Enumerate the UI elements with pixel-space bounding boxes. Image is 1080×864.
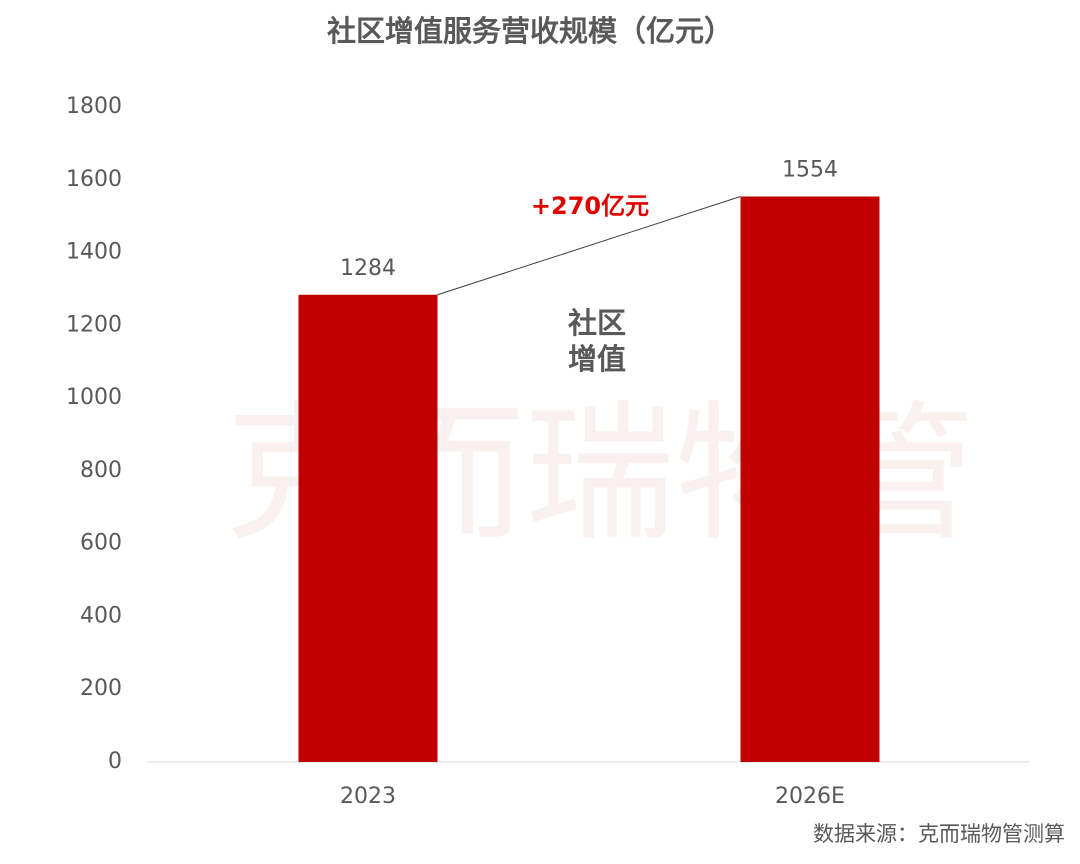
segment-label: 社区 (568, 306, 626, 340)
y-tick-label: 1800 (66, 94, 122, 119)
y-tick-label: 1000 (66, 385, 122, 410)
y-tick-label: 0 (108, 749, 122, 774)
bar (740, 196, 880, 762)
chart-title: 社区增值服务营收规模（亿元） (327, 14, 733, 48)
x-tick-label: 2023 (340, 784, 396, 809)
y-tick-label: 600 (80, 531, 122, 556)
value-label: 1284 (340, 256, 396, 281)
y-tick-label: 800 (80, 458, 122, 483)
value-label: 1554 (782, 158, 838, 183)
segment-label: 增值 (568, 342, 626, 376)
x-tick-label: 2026E (775, 784, 845, 809)
y-tick-label: 1600 (66, 167, 122, 192)
source-note: 数据来源：克而瑞物管测算 (813, 822, 1065, 846)
y-tick-label: 200 (80, 676, 122, 701)
y-tick-label: 1200 (66, 312, 122, 337)
bar (298, 294, 438, 762)
connector-line (437, 196, 741, 296)
y-tick-label: 1400 (66, 240, 122, 265)
growth-annotation: +270亿元 (531, 192, 649, 220)
y-tick-label: 400 (80, 603, 122, 628)
